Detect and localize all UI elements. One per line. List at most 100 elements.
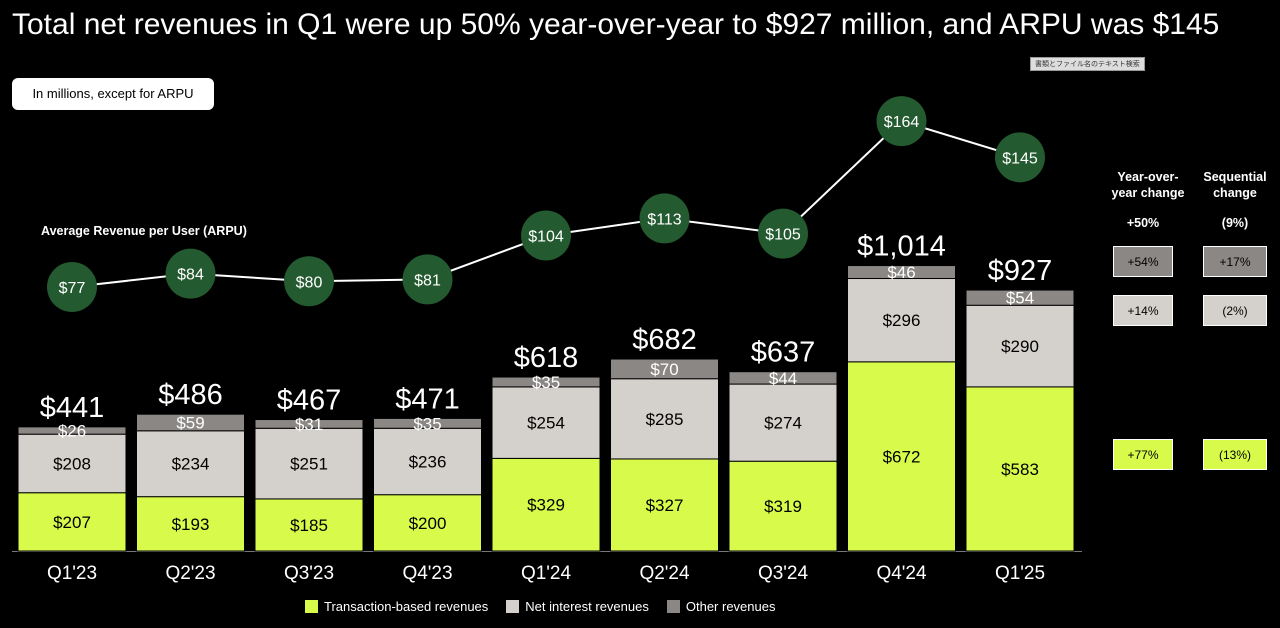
bar-transaction-1 <box>136 496 245 552</box>
data-label-transaction-5: $327 <box>646 496 684 515</box>
bar-transaction-2 <box>254 498 364 552</box>
arpu-point-4 <box>521 210 571 261</box>
units-note: In millions, except for ARPU <box>12 78 214 110</box>
legend-swatch-interest <box>506 600 520 613</box>
x-tick-label-2: Q3'23 <box>284 563 334 584</box>
data-label-interest-0: $208 <box>53 454 91 473</box>
data-label-transaction-2: $185 <box>290 516 328 535</box>
bar-interest-5 <box>610 378 719 460</box>
legend-swatch-transaction <box>305 600 318 613</box>
yoy-total-change: +50% <box>1126 216 1160 230</box>
bar-other-0 <box>17 426 127 435</box>
bar-other-7 <box>847 265 956 280</box>
data-label-transaction-8: $583 <box>1001 460 1039 479</box>
data-label-interest-3: $236 <box>409 452 447 471</box>
interest-seq-change: (2%) <box>1203 295 1267 326</box>
bar-interest-4 <box>491 386 601 459</box>
data-label-transaction-7: $672 <box>883 447 921 466</box>
arpu-point-5 <box>639 193 690 244</box>
bar-interest-1 <box>136 430 245 498</box>
bar-interest-7 <box>847 278 956 363</box>
data-label-interest-6: $274 <box>764 414 802 433</box>
arpu-label-6: $105 <box>765 227 801 244</box>
bar-interest-3 <box>373 427 482 496</box>
data-label-interest-8: $290 <box>1001 337 1039 356</box>
arpu-label-5: $113 <box>647 211 682 228</box>
transaction-yoy-change: +77% <box>1113 439 1173 470</box>
total-label-4: $618 <box>514 342 579 374</box>
x-tick-label-0: Q1'23 <box>47 563 97 584</box>
seq-header: Sequential change <box>1203 170 1267 200</box>
data-label-transaction-6: $319 <box>764 497 802 516</box>
arpu-label-4: $104 <box>528 229 564 246</box>
arpu-point-3 <box>402 254 453 305</box>
transaction-seq-change: (13%) <box>1203 439 1267 470</box>
data-label-transaction-3: $200 <box>409 514 447 533</box>
total-label-8: $927 <box>988 255 1053 287</box>
data-label-other-5: $70 <box>650 360 678 379</box>
arpu-point-6 <box>758 208 808 259</box>
bar-transaction-5 <box>610 458 719 552</box>
x-tick-label-8: Q1'25 <box>995 563 1045 584</box>
bar-transaction-8 <box>965 386 1075 552</box>
data-label-transaction-0: $207 <box>53 513 91 532</box>
x-tick-label-4: Q1'24 <box>521 563 572 584</box>
x-tick-label-6: Q3'24 <box>758 563 809 584</box>
arpu-point-2 <box>284 256 334 307</box>
total-label-2: $467 <box>277 385 342 417</box>
bar-other-4 <box>491 376 601 388</box>
legend-label-transaction: Transaction-based revenues <box>324 599 489 614</box>
legend-item-other: Other revenues <box>666 599 776 614</box>
bar-other-2 <box>254 419 364 429</box>
total-label-0: $441 <box>40 392 105 424</box>
legend-label-other: Other revenues <box>685 599 776 614</box>
legend-swatch-other <box>666 600 680 613</box>
data-label-transaction-1: $193 <box>172 515 210 534</box>
total-label-7: $1,014 <box>857 231 946 263</box>
page-title: Total net revenues in Q1 were up 50% yea… <box>12 8 1220 41</box>
data-label-transaction-4: $329 <box>527 496 565 515</box>
search-tag: 書類とファイル名のテキスト検索 <box>1030 57 1145 71</box>
interest-yoy-change: +14% <box>1113 295 1173 326</box>
arpu-point-7 <box>876 96 927 147</box>
bar-interest-8 <box>965 304 1075 388</box>
data-label-other-1: $59 <box>176 413 204 432</box>
data-label-other-0: $26 <box>58 422 86 441</box>
data-label-interest-1: $234 <box>172 455 210 474</box>
total-label-5: $682 <box>632 324 697 356</box>
legend-item-transaction: Transaction-based revenues <box>305 599 488 614</box>
arpu-point-0 <box>47 262 97 312</box>
bar-other-1 <box>136 413 245 432</box>
data-label-other-3: $35 <box>413 414 441 433</box>
data-label-interest-4: $254 <box>527 414 565 433</box>
seq-total-change: (9%) <box>1221 216 1249 230</box>
arpu-point-8 <box>995 132 1045 183</box>
bar-other-8 <box>965 289 1075 306</box>
bar-interest-6 <box>728 383 838 462</box>
bar-transaction-3 <box>373 494 482 552</box>
legend-item-interest: Net interest revenues <box>506 599 649 614</box>
data-label-interest-7: $296 <box>883 311 921 330</box>
x-tick-label-7: Q4'24 <box>876 563 927 584</box>
data-label-interest-5: $285 <box>646 410 684 429</box>
x-tick-label-5: Q2'24 <box>639 563 690 584</box>
x-tick-label-3: Q4'23 <box>402 563 452 584</box>
bar-transaction-6 <box>728 460 838 552</box>
arpu-label: Average Revenue per User (ARPU) <box>41 224 247 238</box>
arpu-label-8: $145 <box>1002 150 1038 167</box>
other-seq-change: +17% <box>1203 246 1267 277</box>
arpu-label-0: $77 <box>59 280 86 297</box>
data-label-other-8: $54 <box>1006 289 1034 308</box>
data-label-other-6: $44 <box>769 369 797 388</box>
arpu-point-1 <box>165 248 216 299</box>
data-label-other-2: $31 <box>295 415 323 434</box>
legend: Transaction-based revenues Net interest … <box>305 599 775 614</box>
data-label-interest-2: $251 <box>290 455 328 474</box>
bar-transaction-7 <box>847 361 956 552</box>
bar-other-6 <box>728 371 838 385</box>
revenue-chart: $207 $208 $26$441 Q1'23 $193 $234 $59 $486 Q2'23… <box>12 96 1082 584</box>
bar-other-3 <box>373 417 482 429</box>
total-label-6: $637 <box>751 337 816 369</box>
arpu-label-2: $80 <box>296 274 323 291</box>
bar-interest-2 <box>254 427 364 500</box>
